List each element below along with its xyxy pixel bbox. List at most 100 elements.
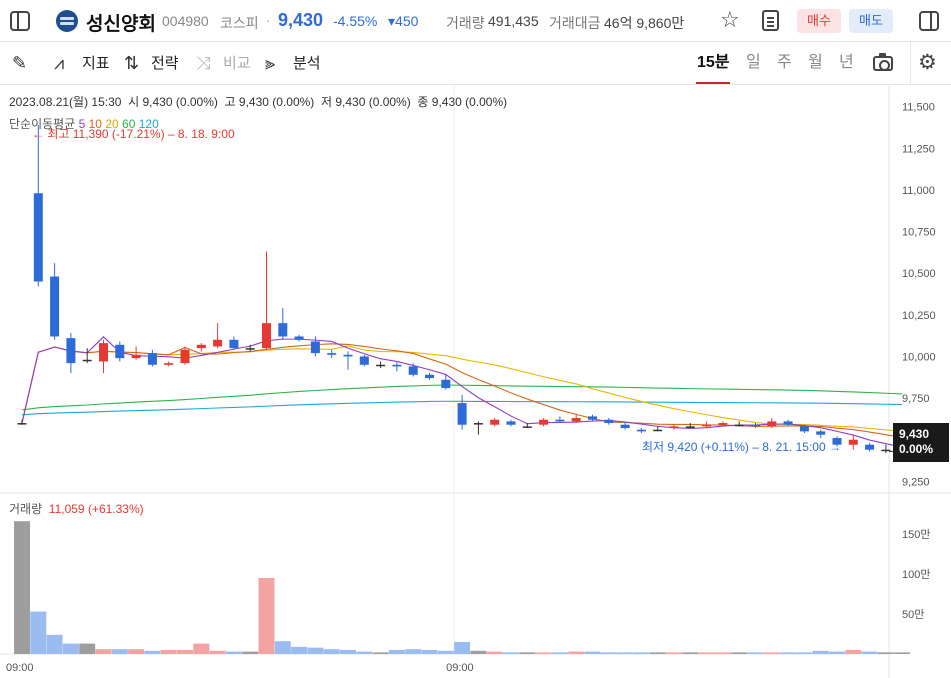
indicator-button[interactable]: 지표 bbox=[82, 55, 110, 72]
volume-bar bbox=[568, 651, 585, 654]
period-week-tab[interactable]: 주 bbox=[777, 54, 792, 71]
strategy-button[interactable]: 전략 bbox=[151, 55, 179, 72]
sell-button[interactable]: 매도 bbox=[849, 9, 893, 33]
volume-bar bbox=[551, 652, 568, 654]
right-sidebar-toggle-icon[interactable] bbox=[919, 11, 939, 31]
strategy-icon[interactable]: ⇅ bbox=[124, 53, 140, 73]
candle-body bbox=[229, 339, 239, 349]
candle-body bbox=[783, 421, 793, 425]
ma120-legend: 120 bbox=[138, 117, 159, 131]
stock-name: 성신양회 bbox=[86, 14, 156, 35]
price-axis-tick-label: 10,250 bbox=[902, 310, 936, 322]
candle-body bbox=[620, 424, 630, 429]
candle-body bbox=[636, 429, 646, 432]
period-month-tab[interactable]: 월 bbox=[808, 54, 823, 71]
candle-body bbox=[245, 348, 255, 350]
volume-bar bbox=[584, 651, 601, 654]
candle-body bbox=[799, 426, 809, 432]
volume-bar bbox=[14, 521, 30, 654]
volume-bar bbox=[633, 652, 650, 654]
volume-bar bbox=[421, 650, 438, 654]
ma20-legend: 20 bbox=[105, 117, 119, 131]
candle-body bbox=[196, 344, 206, 349]
volume-legend-label: 거래량 bbox=[9, 502, 43, 516]
candle-body bbox=[816, 431, 826, 435]
candle-body bbox=[881, 449, 891, 452]
stock-code: 004980 bbox=[162, 13, 209, 29]
analysis-button[interactable]: 분석 bbox=[293, 55, 321, 72]
period-year-tab[interactable]: 년 bbox=[839, 54, 854, 71]
favorite-star-icon[interactable]: ☆ bbox=[720, 7, 740, 32]
candle-body bbox=[490, 419, 500, 425]
volume-bar bbox=[731, 652, 748, 654]
period-15min-tab[interactable]: 15분 bbox=[697, 54, 730, 71]
price-chart[interactable]: 11,500 11,250 11,000 10,750 10,500 10,250 10,0… bbox=[0, 85, 951, 678]
candle-body bbox=[327, 353, 337, 355]
market-name: 코스피 bbox=[220, 15, 259, 31]
compare-button[interactable]: 비교 bbox=[223, 55, 251, 72]
volume-bar bbox=[812, 650, 829, 654]
time-axis-tick-label: 09:00 bbox=[446, 662, 474, 674]
volume-bar bbox=[682, 652, 699, 654]
volume-bar bbox=[388, 650, 405, 654]
candle-body bbox=[310, 341, 320, 354]
volume-bar bbox=[225, 651, 242, 654]
candle-body bbox=[66, 338, 76, 364]
left-sidebar-toggle-icon[interactable] bbox=[10, 11, 30, 31]
ma60-legend: 60 bbox=[122, 117, 136, 131]
pencil-icon[interactable]: ✎ bbox=[12, 53, 28, 73]
volume-bar bbox=[209, 650, 226, 654]
price-axis-tick-label: 10,500 bbox=[902, 268, 936, 280]
volume-bar bbox=[519, 652, 536, 654]
stock-header: 성신양회 004980 코스피 · 9,430 -4.55% ▾450 거래량 … bbox=[0, 0, 951, 42]
ma10-legend: 10 bbox=[88, 117, 102, 131]
time-axis-tick-label: 09:00 bbox=[6, 662, 34, 674]
volume-bar bbox=[144, 650, 161, 654]
volume-bar bbox=[780, 652, 797, 654]
period-day-tab[interactable]: 일 bbox=[746, 54, 761, 71]
candle-body bbox=[131, 354, 141, 359]
volume-bar bbox=[600, 652, 617, 654]
volume-bar bbox=[193, 643, 210, 654]
candle-body bbox=[865, 444, 875, 450]
candle-body bbox=[604, 419, 614, 424]
candle-body bbox=[115, 344, 125, 359]
volume-bar bbox=[698, 652, 715, 654]
volume-bar bbox=[258, 578, 275, 654]
current-price: 9,430 bbox=[278, 10, 324, 30]
candle-body bbox=[50, 276, 60, 337]
volume-bar bbox=[111, 649, 128, 654]
candle-body bbox=[359, 356, 369, 365]
indicator-icon[interactable]: ⩘ bbox=[54, 53, 65, 73]
volume-bar bbox=[46, 634, 63, 654]
candle-body bbox=[82, 359, 92, 362]
volume-bar bbox=[307, 647, 324, 654]
candle-body bbox=[278, 323, 288, 337]
volume-bar bbox=[796, 652, 813, 654]
price-axis-tick-label: 10,000 bbox=[902, 351, 936, 363]
compare-icon[interactable]: ⤨ bbox=[196, 53, 211, 73]
candle-body bbox=[262, 323, 271, 349]
gear-icon[interactable]: ⚙ bbox=[918, 51, 937, 74]
volume-bar bbox=[535, 652, 552, 654]
volume-bar bbox=[763, 652, 780, 654]
volume-bar bbox=[177, 650, 193, 654]
candle-body bbox=[408, 366, 418, 375]
price-axis-tick-label: 10,750 bbox=[902, 227, 936, 239]
buy-button[interactable]: 매수 bbox=[797, 9, 841, 33]
volume-bar bbox=[470, 650, 487, 654]
camera-icon[interactable] bbox=[873, 53, 893, 71]
toolbar-divider bbox=[910, 42, 911, 85]
chart-toolbar: ✎ ⩘ 지표 ⇅ 전략 ⤨ 비교 ⫸ 분석 15분 일 주 월 년 ⚙ bbox=[0, 42, 951, 85]
analysis-icon[interactable]: ⫸ bbox=[265, 53, 276, 73]
volume-bar bbox=[437, 650, 454, 654]
candle-body bbox=[392, 364, 402, 367]
candle-body bbox=[767, 421, 777, 427]
trade-amount-label: 거래대금 bbox=[549, 15, 601, 31]
ma5-legend: 5 bbox=[78, 117, 86, 131]
active-period-underline bbox=[696, 82, 730, 84]
candle-body bbox=[685, 426, 695, 428]
volume-bar bbox=[128, 649, 145, 654]
memo-icon[interactable] bbox=[762, 10, 779, 31]
volume-bar bbox=[877, 652, 894, 654]
